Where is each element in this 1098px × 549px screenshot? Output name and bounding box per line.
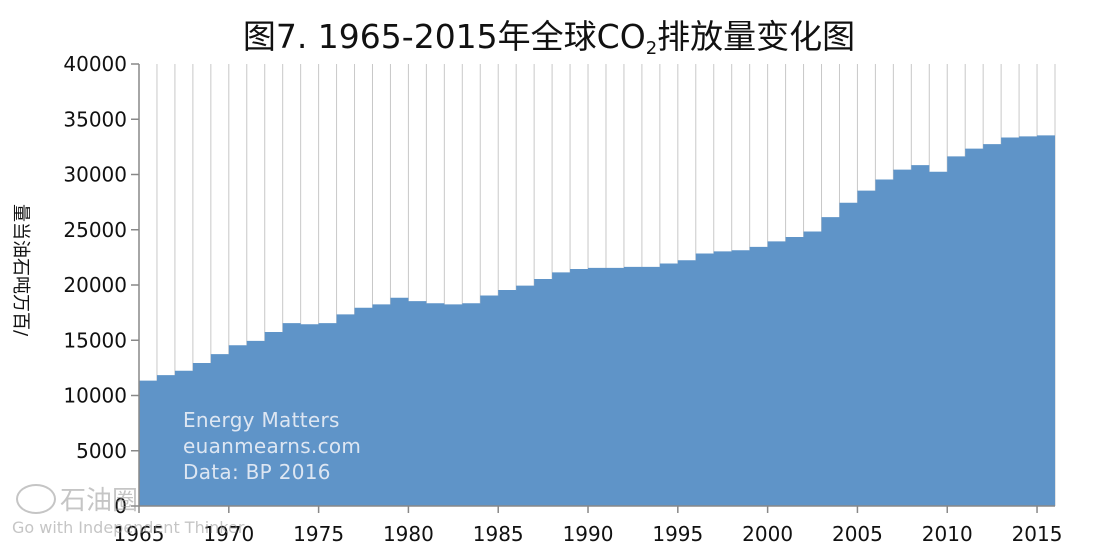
x-tick-label: 2010 <box>922 522 973 546</box>
x-tick-label: 2000 <box>742 522 793 546</box>
y-tick-label: 25000 <box>63 218 127 242</box>
y-tick-label: 35000 <box>63 107 127 131</box>
x-tick-label: 1975 <box>293 522 344 546</box>
y-tick-label: 10000 <box>63 384 127 408</box>
x-tick-label: 1970 <box>203 522 254 546</box>
x-tick-label: 2015 <box>1012 522 1063 546</box>
watermark-logo: 石油圈 <box>60 486 139 516</box>
y-tick-label: 15000 <box>63 328 127 352</box>
y-tick-label: 20000 <box>63 273 127 297</box>
chart-title: 图7. 1965-2015年全球CO2排放量变化图 <box>242 17 856 59</box>
y-tick-label: 0 <box>114 494 127 518</box>
y-tick-label: 40000 <box>63 52 127 76</box>
watermark-line-3: Data: BP 2016 <box>183 460 331 484</box>
x-tick-label: 1980 <box>383 522 434 546</box>
x-tick-label: 1965 <box>114 522 165 546</box>
watermark-tagline: Go with Independent Thinker <box>12 518 245 537</box>
watermark-line-2: euanmearns.com <box>183 434 362 458</box>
x-tick-label: 1990 <box>563 522 614 546</box>
x-tick-label: 1985 <box>473 522 524 546</box>
y-tick-label: 30000 <box>63 163 127 187</box>
watermark-line-1: Energy Matters <box>183 408 340 432</box>
x-tick-label: 1995 <box>652 522 703 546</box>
x-tick-label: 2005 <box>832 522 883 546</box>
emissions-area <box>139 135 1055 506</box>
y-tick-label: 5000 <box>76 439 127 463</box>
wechat-icon <box>16 484 56 514</box>
